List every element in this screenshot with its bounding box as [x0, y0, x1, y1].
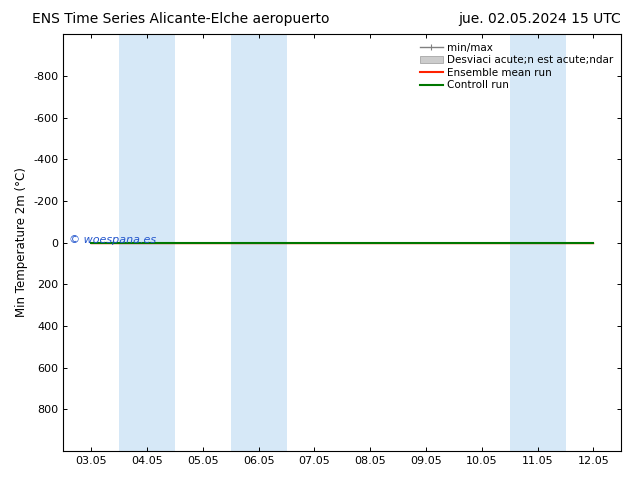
Bar — [231, 34, 287, 451]
Bar — [510, 34, 566, 451]
Y-axis label: Min Temperature 2m (°C): Min Temperature 2m (°C) — [15, 168, 28, 318]
Text: © woespana.es: © woespana.es — [69, 236, 156, 245]
Text: ENS Time Series Alicante-Elche aeropuerto: ENS Time Series Alicante-Elche aeropuert… — [32, 12, 329, 26]
Bar — [621, 34, 634, 451]
Bar — [119, 34, 175, 451]
Text: jue. 02.05.2024 15 UTC: jue. 02.05.2024 15 UTC — [458, 12, 621, 26]
Legend: min/max, Desviaci acute;n est acute;ndar, Ensemble mean run, Controll run: min/max, Desviaci acute;n est acute;ndar… — [417, 40, 616, 94]
